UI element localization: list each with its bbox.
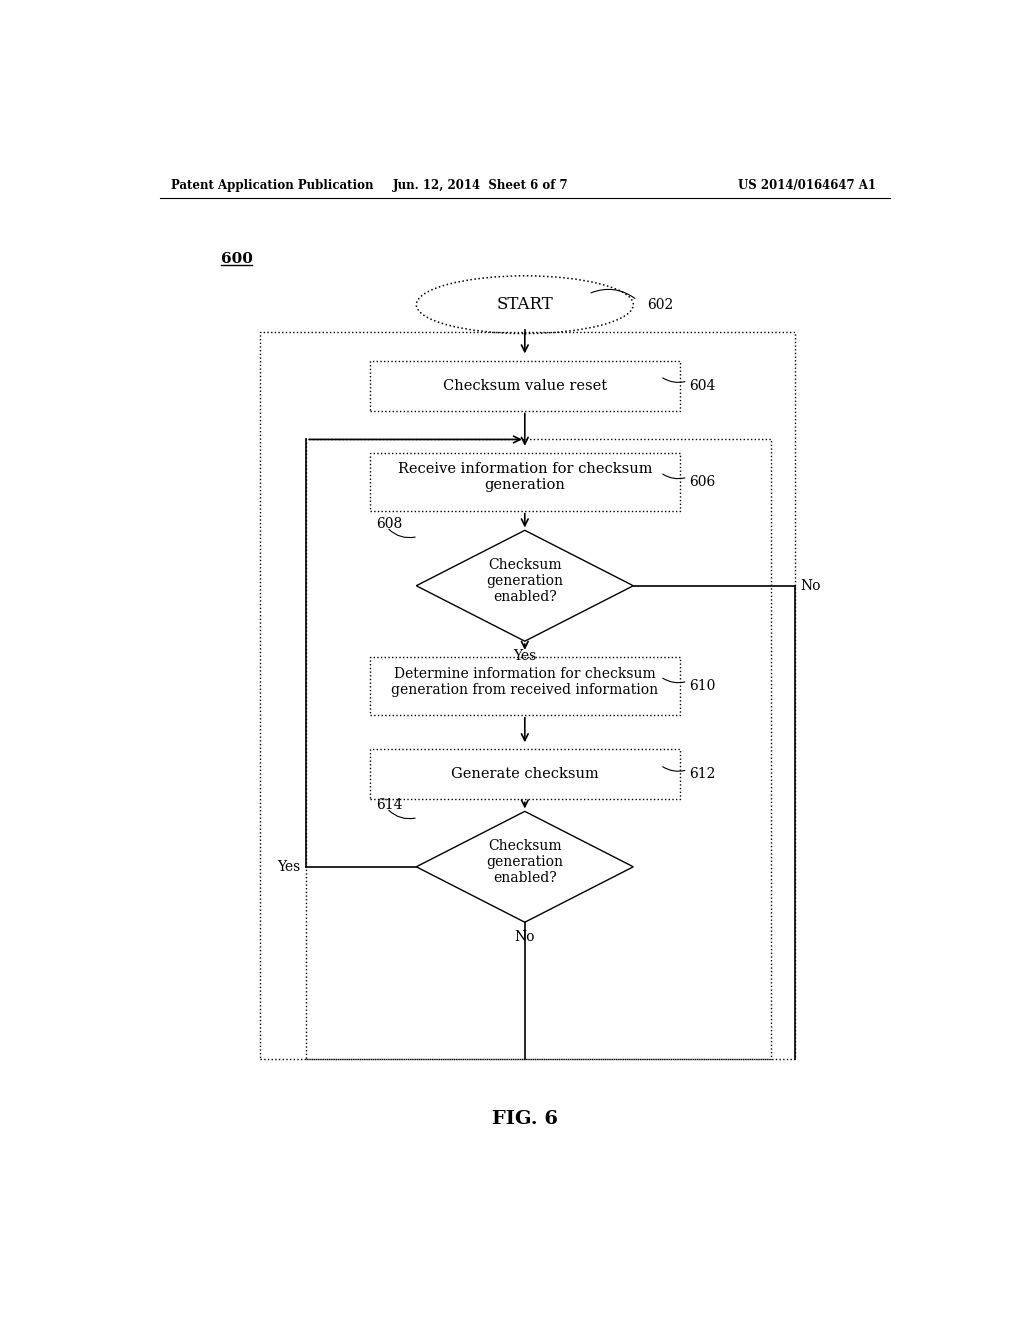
Text: 600: 600 <box>221 252 253 265</box>
Bar <box>370 657 680 714</box>
Bar <box>370 750 680 800</box>
Bar <box>370 453 680 511</box>
Text: Yes: Yes <box>513 649 537 663</box>
Text: FIG. 6: FIG. 6 <box>492 1110 558 1129</box>
Ellipse shape <box>417 276 633 334</box>
Bar <box>306 440 771 1059</box>
Text: 608: 608 <box>376 517 402 531</box>
Text: Determine information for checksum
generation from received information: Determine information for checksum gener… <box>391 667 658 697</box>
Text: 602: 602 <box>647 298 674 312</box>
Text: Checksum
generation
enabled?: Checksum generation enabled? <box>486 840 563 886</box>
Text: 606: 606 <box>689 475 716 488</box>
Polygon shape <box>417 531 633 642</box>
Text: Patent Application Publication: Patent Application Publication <box>171 178 373 191</box>
Text: No: No <box>801 578 821 593</box>
Text: No: No <box>514 929 536 944</box>
Text: Checksum value reset: Checksum value reset <box>442 379 607 392</box>
Text: 604: 604 <box>689 379 716 392</box>
Text: Yes: Yes <box>276 859 300 874</box>
Text: US 2014/0164647 A1: US 2014/0164647 A1 <box>738 178 876 191</box>
Bar <box>260 331 795 1059</box>
Text: Checksum
generation
enabled?: Checksum generation enabled? <box>486 558 563 605</box>
Text: Generate checksum: Generate checksum <box>451 767 599 781</box>
Text: Jun. 12, 2014  Sheet 6 of 7: Jun. 12, 2014 Sheet 6 of 7 <box>393 178 568 191</box>
Bar <box>370 360 680 411</box>
Polygon shape <box>417 812 633 923</box>
Text: Receive information for checksum
generation: Receive information for checksum generat… <box>397 462 652 492</box>
Text: 612: 612 <box>689 767 716 781</box>
Text: 610: 610 <box>689 678 716 693</box>
Text: 614: 614 <box>376 799 402 812</box>
Text: START: START <box>497 296 553 313</box>
